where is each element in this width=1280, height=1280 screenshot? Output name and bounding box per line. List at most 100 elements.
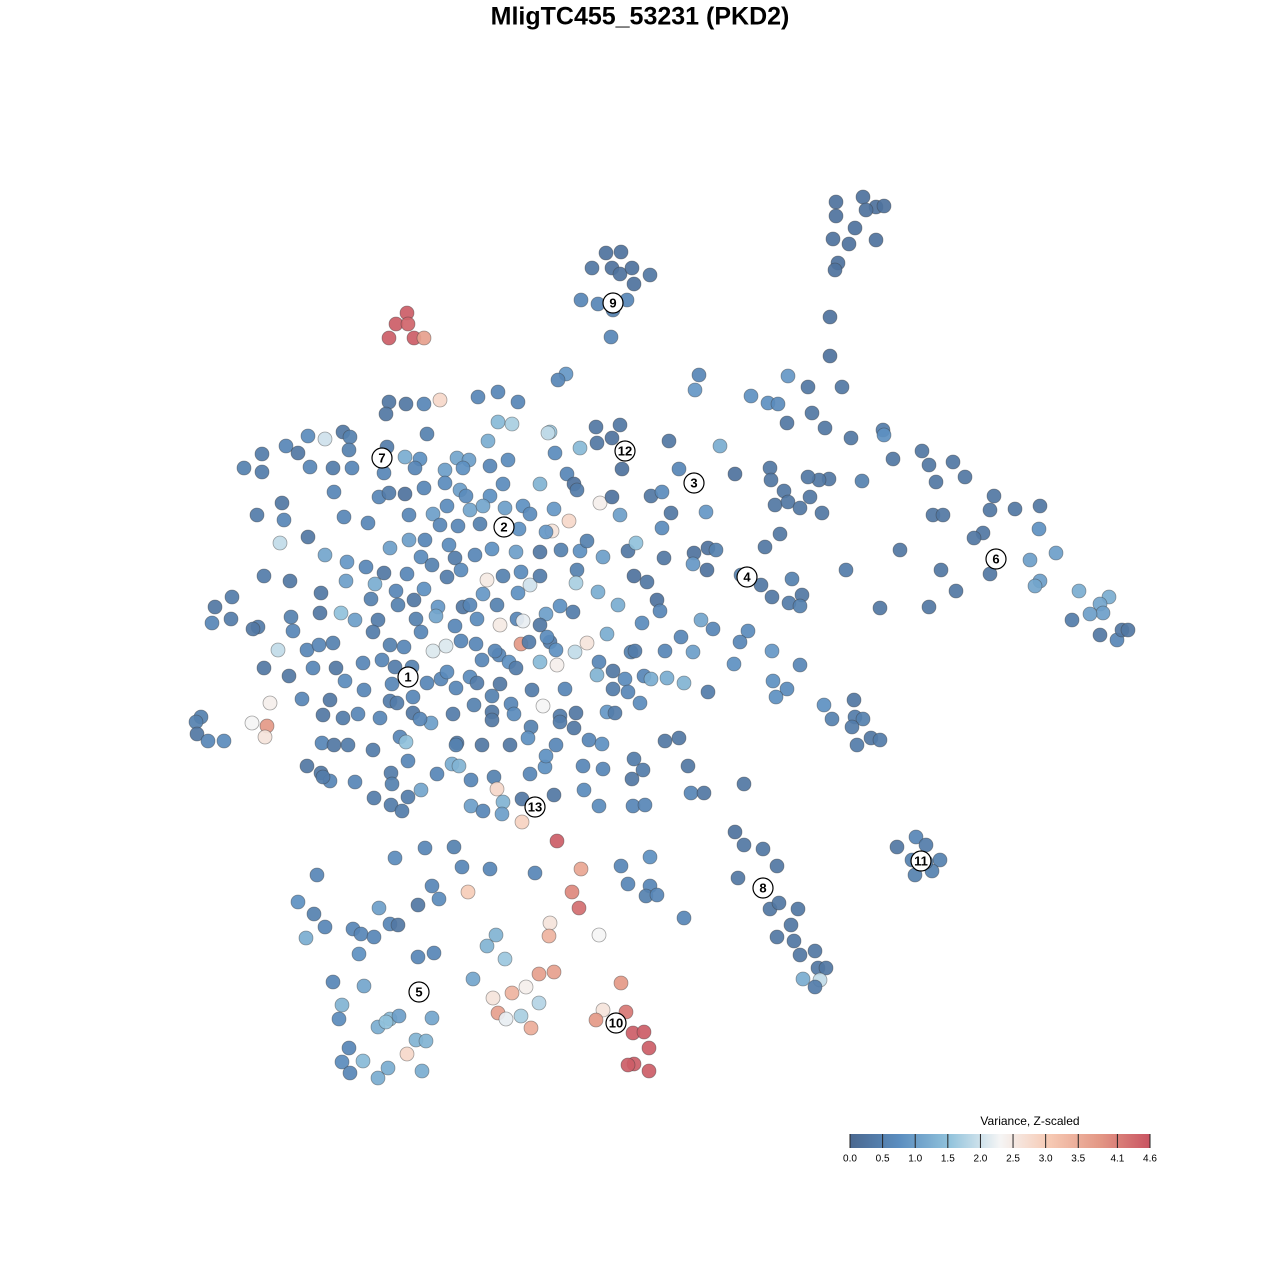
point (305, 660, 321, 676)
point (841, 236, 857, 252)
point (463, 798, 479, 814)
point (676, 910, 692, 926)
point (341, 1040, 357, 1056)
point (676, 675, 692, 691)
colorbar-tick-label: 3.5 (1071, 1154, 1085, 1165)
point (588, 1012, 604, 1028)
point (401, 532, 417, 548)
point (410, 949, 426, 965)
cluster-label: 3 (690, 475, 697, 490)
point (274, 495, 290, 511)
point (312, 605, 328, 621)
point (557, 681, 573, 697)
point (824, 711, 840, 727)
point (769, 858, 785, 874)
point (561, 513, 577, 529)
point (685, 644, 701, 660)
point (331, 1011, 347, 1027)
point (564, 884, 580, 900)
point (589, 667, 605, 683)
point (1027, 578, 1043, 594)
point (592, 495, 608, 511)
point (448, 737, 464, 753)
point (607, 705, 623, 721)
point (693, 612, 709, 628)
point (447, 618, 463, 634)
point (1095, 605, 1111, 621)
colorbar-title: Variance, Z-scaled (980, 1114, 1079, 1128)
point (804, 405, 820, 421)
point (428, 608, 444, 624)
point (340, 737, 356, 753)
point (488, 927, 504, 943)
point (573, 292, 589, 308)
point (948, 583, 964, 599)
point (334, 997, 350, 1013)
point (414, 1063, 430, 1079)
point (339, 554, 355, 570)
point (849, 737, 865, 753)
point (576, 782, 592, 798)
point (966, 530, 982, 546)
cluster-label: 11 (914, 853, 928, 868)
point (783, 917, 799, 933)
point (441, 537, 457, 553)
point (876, 198, 892, 214)
point (244, 715, 260, 731)
point (846, 692, 862, 708)
point (986, 488, 1002, 504)
point (769, 929, 785, 945)
point (365, 624, 381, 640)
cluster-marker (752, 877, 774, 899)
point (553, 542, 569, 558)
point (396, 639, 412, 655)
point (376, 565, 392, 581)
point (532, 568, 548, 584)
point (764, 589, 780, 605)
point (569, 562, 585, 578)
point (764, 643, 780, 659)
point (855, 711, 871, 727)
point (469, 611, 485, 627)
point (388, 583, 404, 599)
point (432, 392, 448, 408)
point (356, 978, 372, 994)
point (256, 660, 272, 676)
point (636, 1024, 652, 1040)
point (437, 475, 453, 491)
point (612, 507, 628, 523)
point (448, 680, 464, 696)
point (727, 824, 743, 840)
point (425, 506, 441, 522)
point (550, 372, 566, 388)
point (687, 382, 703, 398)
point (567, 644, 583, 660)
point (603, 329, 619, 345)
point (390, 917, 406, 933)
point (490, 384, 506, 400)
point (654, 484, 670, 500)
point (1022, 552, 1038, 568)
cluster-label: 8 (759, 880, 766, 895)
point (1092, 627, 1108, 643)
point (390, 597, 406, 613)
point (347, 612, 363, 628)
point (474, 652, 490, 668)
point (779, 681, 795, 697)
point (431, 891, 447, 907)
point (730, 870, 746, 886)
point (515, 613, 531, 629)
point (522, 766, 538, 782)
point (816, 697, 832, 713)
point (383, 797, 399, 813)
point (532, 544, 548, 560)
point (838, 562, 854, 578)
point (262, 695, 278, 711)
cluster-marker (408, 981, 430, 1003)
cluster-label: 4 (743, 569, 751, 584)
point (513, 1008, 529, 1024)
point (479, 572, 495, 588)
point (539, 629, 555, 645)
point (827, 262, 843, 278)
point (412, 711, 428, 727)
